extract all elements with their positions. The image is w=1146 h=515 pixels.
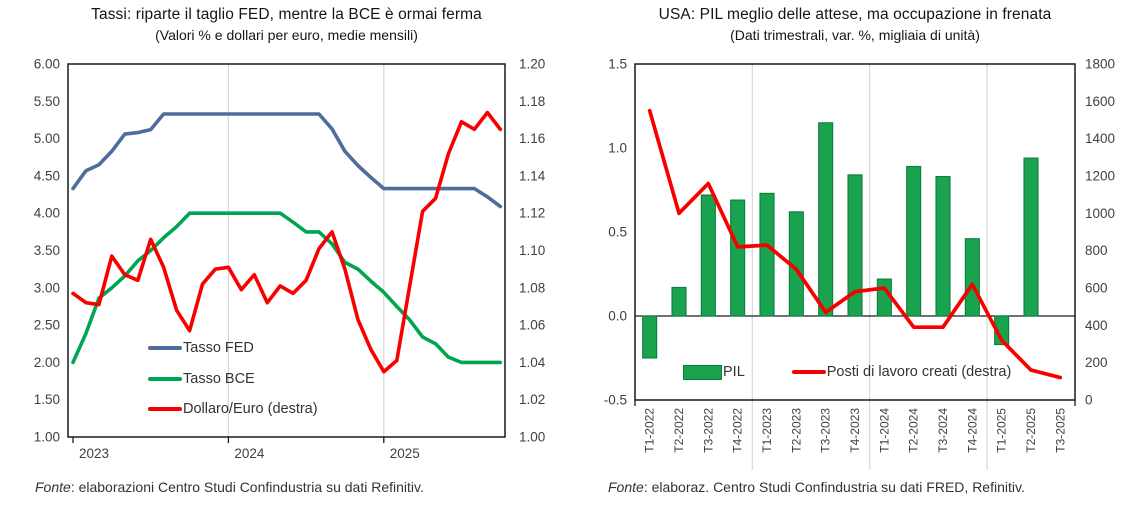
right-chart-subtitle: (Dati trimestrali, var. %, migliaia di u…: [730, 27, 980, 43]
left-axis-tick-label: 1.0: [608, 141, 627, 156]
legend-label-jobs: Posti di lavoro creati (destra): [826, 364, 1012, 380]
left-axis-tick-label: 5.50: [34, 94, 60, 109]
right-axis-tick-label: 1.14: [519, 168, 546, 183]
right-axis-tick-label: 1.12: [519, 206, 545, 221]
left-axis-tick-label: 4.00: [34, 206, 60, 221]
right-axis-tick-label: 1.20: [519, 57, 545, 72]
right-axis-tick-label: 1600: [1085, 94, 1115, 109]
dollar-euro-line-swatch: [148, 407, 182, 412]
left-chart-source: Fonte: elaborazioni Centro Studi Confind…: [35, 479, 424, 495]
x-category-label: T3-2022: [701, 408, 715, 453]
right-axis-tick-label: 800: [1085, 243, 1108, 258]
jobs-line-swatch: [791, 370, 826, 374]
pil-bar: [700, 194, 716, 317]
left-axis-tick-label: -0.5: [604, 393, 627, 408]
right-plot-border: [634, 63, 1076, 401]
right-axis-tick-label: 1400: [1085, 131, 1115, 146]
left-chart-legend: Tasso FED Tasso BCE Dollaro/Euro (destra…: [148, 333, 318, 425]
left-axis-tick-label: 1.00: [34, 430, 60, 445]
posti-di-lavoro-creati-destra-line: [647, 108, 1063, 380]
pil-bar: [935, 176, 951, 317]
legend-item-tasso-bce: Tasso BCE: [148, 364, 318, 395]
right-axis-tick-label: 1.18: [519, 94, 545, 109]
right-axis-tick-label: 1.02: [519, 392, 545, 407]
x-category-label: T4-2023: [848, 408, 862, 453]
right-axis-tick-label: 1.06: [519, 318, 545, 333]
legend-label-pil: PIL: [723, 364, 745, 380]
left-axis-tick-label: 5.00: [34, 131, 60, 146]
x-tick-label: 2025: [390, 446, 420, 461]
x-category-label: T1-2022: [643, 408, 657, 453]
left-axis-tick-label: 0.0: [608, 309, 627, 324]
x-tick-label: 2024: [234, 446, 265, 461]
x-category-label: T1-2025: [995, 408, 1009, 453]
left-plot-border: [67, 63, 506, 438]
right-axis-tick-label: 1.08: [519, 280, 545, 295]
x-category-label: T2-2024: [907, 408, 921, 453]
x-category-label: T4-2022: [731, 408, 745, 453]
pil-bar: [964, 238, 980, 317]
left-axis-tick-label: 6.00: [34, 57, 60, 72]
pil-bar: [759, 192, 775, 317]
fed-line-swatch: [148, 346, 182, 351]
x-category-label: T3-2025: [1053, 408, 1067, 453]
x-category-label: T3-2023: [819, 408, 833, 453]
right-axis-tick-label: 0: [1085, 393, 1093, 408]
right-chart-source: Fonte: elaboraz. Centro Studi Confindust…: [608, 479, 1025, 495]
left-axis-tick-label: 3.00: [34, 280, 60, 295]
legend-label-dollaro-euro: Dollaro/Euro (destra): [183, 401, 318, 418]
x-category-label: T4-2024: [965, 408, 979, 453]
pil-bar: [818, 122, 834, 317]
pil-bar: [847, 174, 863, 317]
left-axis-tick-label: 3.50: [34, 243, 60, 258]
pil-bar: [1023, 157, 1039, 317]
right-axis-tick-label: 1.16: [519, 131, 545, 146]
right-chart-legend: PIL Posti di lavoro creati (destra): [683, 364, 1011, 380]
x-category-label: T2-2023: [789, 408, 803, 453]
x-category-label: T1-2024: [877, 408, 891, 453]
x-category-label: T3-2024: [936, 408, 950, 453]
right-axis-tick-label: 1000: [1085, 206, 1115, 221]
bce-line-swatch: [148, 376, 182, 381]
left-fonte-text: : elaborazioni Centro Studi Confindustri…: [70, 479, 424, 495]
pil-bar: [671, 286, 687, 317]
right-axis-tick-label: 400: [1085, 318, 1108, 333]
legend-label-tasso-bce: Tasso BCE: [183, 370, 255, 387]
pil-bar: [730, 199, 746, 317]
left-chart-subtitle: (Valori % e dollari per euro, medie mens…: [155, 27, 418, 43]
left-axis-tick-label: 0.5: [608, 225, 627, 240]
right-axis-tick-label: 1.04: [519, 355, 546, 370]
right-axis-tick-label: 1.00: [519, 430, 545, 445]
x-category-label: T1-2023: [760, 408, 774, 453]
left-axis-tick-label: 1.50: [34, 392, 60, 407]
right-chart-title: USA: PIL meglio delle attese, ma occupaz…: [658, 6, 1052, 23]
legend-label-tasso-fed: Tasso FED: [183, 340, 254, 357]
right-axis-tick-label: 1200: [1085, 169, 1115, 184]
left-axis-tick-label: 4.50: [34, 168, 60, 183]
pil-bar: [906, 165, 922, 317]
left-axis-tick-label: 1.5: [608, 57, 627, 72]
right-axis-tick-label: 1.10: [519, 243, 545, 258]
left-chart-title: Tassi: riparte il taglio FED, mentre la …: [91, 6, 482, 23]
right-axis-tick-label: 200: [1085, 355, 1108, 370]
x-category-label: T2-2025: [1024, 408, 1038, 453]
left-axis-tick-label: 2.00: [34, 355, 60, 370]
left-fonte-label: Fonte: [35, 479, 71, 495]
tasso-fed-line: [71, 112, 503, 209]
x-tick-label: 2023: [79, 446, 109, 461]
left-axis-tick-label: 2.50: [34, 318, 60, 333]
x-category-label: T2-2022: [672, 408, 686, 453]
right-fonte-label: Fonte: [608, 479, 644, 495]
pil-bar-swatch: [683, 364, 722, 380]
dollaro-euro-destra-line: [71, 110, 503, 374]
right-axis-tick-label: 1800: [1085, 57, 1115, 72]
legend-item-dollaro-euro: Dollaro/Euro (destra): [148, 394, 318, 425]
legend-item-tasso-fed: Tasso FED: [148, 333, 318, 364]
right-axis-tick-label: 600: [1085, 281, 1108, 296]
right-fonte-text: : elaboraz. Centro Studi Confindustria s…: [643, 479, 1025, 495]
pil-bar: [642, 315, 658, 359]
